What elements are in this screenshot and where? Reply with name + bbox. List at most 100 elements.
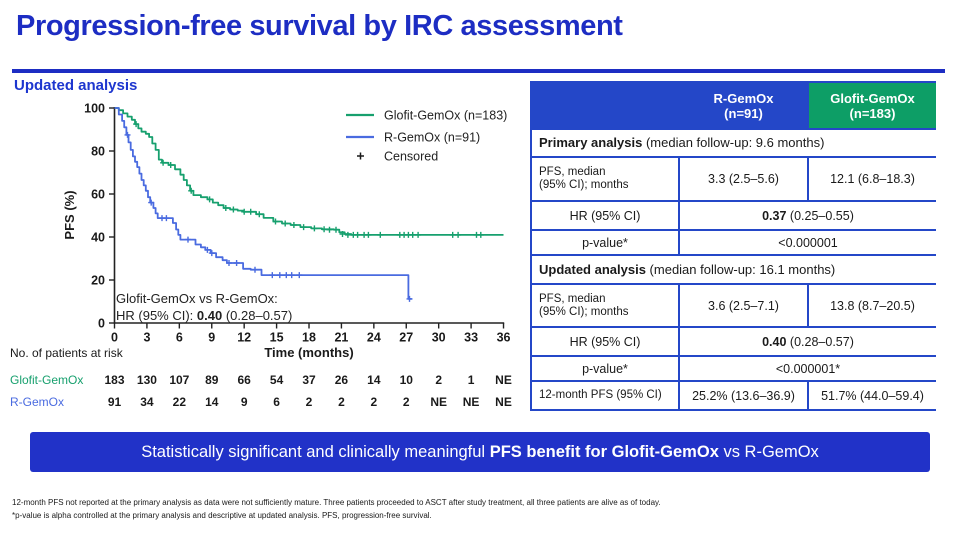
svg-text:6: 6 — [273, 395, 280, 409]
svg-text:18: 18 — [302, 331, 316, 345]
svg-text:2: 2 — [306, 395, 313, 409]
svg-text:No. of patients at risk: No. of patients at risk — [10, 346, 124, 360]
svg-text:15: 15 — [270, 331, 284, 345]
primary-pfs-rgemox-value: 3.3 (2.5–5.6) — [680, 158, 807, 200]
rgemox-header-line1: R-GemOx — [713, 90, 774, 106]
glofit-header-line1: Glofit-GemOx — [830, 90, 915, 106]
banner-text-post: vs R-GemOx — [718, 442, 819, 461]
primary-pfs-label: PFS, median (95% CI); months — [532, 158, 678, 200]
svg-text:36: 36 — [497, 331, 511, 345]
primary-hr-label: HR (95% CI) — [532, 202, 678, 229]
glofit-header-line2: (n=183) — [849, 105, 896, 121]
primary-hr-bold: 0.37 — [762, 208, 787, 223]
svg-text:66: 66 — [237, 373, 251, 387]
svg-text:183: 183 — [104, 373, 124, 387]
svg-text:NE: NE — [463, 395, 480, 409]
footnote-line-1: 12-month PFS not reported at the primary… — [12, 498, 661, 507]
svg-text:R-GemOx: R-GemOx — [10, 395, 64, 409]
table-header-glofit: Glofit-GemOx (n=183) — [809, 83, 936, 128]
svg-text:1: 1 — [468, 373, 475, 387]
svg-text:22: 22 — [173, 395, 187, 409]
svg-text:107: 107 — [169, 373, 189, 387]
banner-text-bold: PFS benefit for Glofit-GemOx — [489, 442, 719, 461]
primary-section-subtitle: (median follow-up: 9.6 months) — [642, 135, 825, 150]
pfs-label-line2: (95% CI); months — [539, 305, 629, 318]
primary-analysis-section-row: Primary analysis (median follow-up: 9.6 … — [532, 130, 936, 156]
svg-text:Glofit-GemOx: Glofit-GemOx — [10, 373, 83, 387]
table-header-rgemox: R-GemOx (n=91) — [532, 83, 807, 128]
svg-text:91: 91 — [108, 395, 122, 409]
svg-text:R-GemOx (n=91): R-GemOx (n=91) — [384, 131, 480, 145]
svg-text:26: 26 — [335, 373, 349, 387]
svg-text:Glofit-GemOx vs R-GemOx:: Glofit-GemOx vs R-GemOx: — [116, 291, 278, 306]
svg-text:2: 2 — [338, 395, 345, 409]
updated-pvalue-label: p-value* — [532, 357, 678, 380]
summary-banner: Statistically significant and clinically… — [30, 432, 930, 472]
svg-text:21: 21 — [334, 331, 348, 345]
svg-text:2: 2 — [371, 395, 378, 409]
svg-text:0: 0 — [98, 317, 105, 331]
svg-text:14: 14 — [205, 395, 219, 409]
svg-text:0: 0 — [111, 331, 118, 345]
svg-text:80: 80 — [91, 145, 105, 159]
results-table: R-GemOx (n=91) Glofit-GemOx (n=183) Prim… — [530, 81, 936, 411]
svg-text:9: 9 — [241, 395, 248, 409]
svg-text:37: 37 — [302, 373, 316, 387]
primary-hr-value: 0.37 (0.25–0.55) — [680, 202, 936, 229]
updated-pfs-rgemox-value: 3.6 (2.5–7.1) — [680, 285, 807, 326]
updated-hr-bold: 0.40 — [762, 334, 787, 349]
chart-heading: Updated analysis — [14, 77, 138, 94]
svg-text:Glofit-GemOx (n=183): Glofit-GemOx (n=183) — [384, 109, 507, 123]
svg-text:6: 6 — [176, 331, 183, 345]
svg-text:Time (months): Time (months) — [264, 345, 353, 360]
banner-text-pre: Statistically significant and clinically… — [141, 442, 490, 461]
svg-text:33: 33 — [464, 331, 478, 345]
svg-text:Censored: Censored — [384, 150, 438, 164]
updated-pvalue-value: <0.000001* — [680, 357, 936, 380]
svg-text:HR (95% CI): 0.40 (0.28–0.57): HR (95% CI): 0.40 (0.28–0.57) — [116, 308, 292, 323]
page-title: Progression-free survival by IRC assessm… — [16, 10, 623, 42]
svg-text:9: 9 — [208, 331, 215, 345]
pfs-label-line2: (95% CI); months — [539, 179, 629, 191]
pfs12-glofit-value: 51.7% (44.0–59.4) — [809, 382, 936, 409]
svg-text:12: 12 — [237, 331, 251, 345]
pfs-label-line1: PFS, median — [539, 166, 606, 178]
footnotes: 12-month PFS not reported at the primary… — [12, 497, 942, 522]
svg-text:2: 2 — [435, 373, 442, 387]
updated-hr-label: HR (95% CI) — [532, 328, 678, 355]
svg-text:24: 24 — [367, 331, 381, 345]
primary-pfs-glofit-value: 12.1 (6.8–18.3) — [809, 158, 936, 200]
svg-text:54: 54 — [270, 373, 284, 387]
updated-analysis-section-row: Updated analysis (median follow-up: 16.1… — [532, 256, 936, 283]
pfs12-rgemox-value: 25.2% (13.6–36.9) — [680, 382, 807, 409]
svg-text:27: 27 — [399, 331, 413, 345]
svg-text:NE: NE — [495, 373, 512, 387]
svg-text:NE: NE — [495, 395, 512, 409]
pfs-label-line1: PFS, median — [539, 292, 606, 305]
svg-text:40: 40 — [91, 231, 105, 245]
svg-text:10: 10 — [400, 373, 414, 387]
updated-hr-value: 0.40 (0.28–0.57) — [680, 328, 936, 355]
updated-section-subtitle: (median follow-up: 16.1 months) — [645, 261, 836, 277]
svg-text:34: 34 — [140, 395, 154, 409]
svg-text:130: 130 — [137, 373, 157, 387]
updated-pfs-glofit-value: 13.8 (8.7–20.5) — [809, 285, 936, 326]
footnote-line-2: *p-value is alpha controlled at the prim… — [12, 510, 432, 520]
svg-text:3: 3 — [143, 331, 150, 345]
updated-section-title: Updated analysis — [539, 261, 646, 277]
svg-text:100: 100 — [84, 102, 105, 116]
title-rule — [12, 69, 945, 73]
primary-hr-ci: (0.25–0.55) — [786, 208, 854, 223]
svg-text:PFS (%): PFS (%) — [62, 190, 77, 239]
pfs12-label: 12-month PFS (95% CI) — [532, 382, 678, 409]
primary-section-title: Primary analysis — [539, 135, 643, 150]
svg-text:14: 14 — [367, 373, 381, 387]
updated-hr-ci: (0.28–0.57) — [786, 334, 854, 349]
svg-text:89: 89 — [205, 373, 219, 387]
rgemox-header-line2: (n=91) — [724, 105, 763, 121]
svg-text:NE: NE — [430, 395, 447, 409]
primary-pvalue-value: <0.000001 — [680, 231, 936, 254]
svg-text:20: 20 — [91, 274, 105, 288]
